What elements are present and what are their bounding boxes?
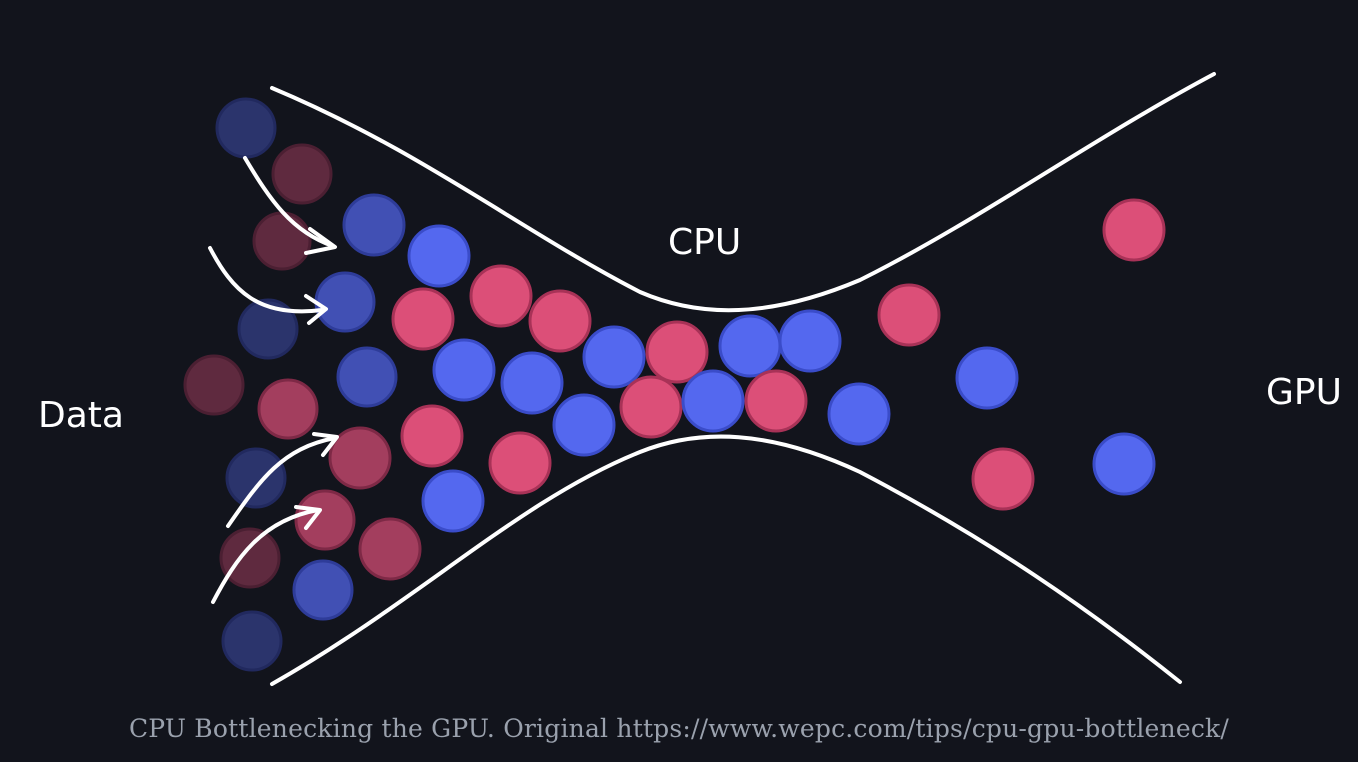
data-particle-blue xyxy=(718,314,782,378)
data-label: Data xyxy=(38,395,124,436)
data-particle-pink xyxy=(391,287,455,351)
data-particle-blue xyxy=(1092,432,1156,496)
flow-arrows xyxy=(208,156,339,604)
data-particle-pink xyxy=(328,426,392,490)
data-particle-pink xyxy=(488,431,552,495)
entering-particles xyxy=(257,193,422,621)
funnel-top-curve xyxy=(270,72,1216,313)
data-particle-blue xyxy=(215,97,277,159)
data-particle-blue xyxy=(432,338,496,402)
cpu-label: CPU xyxy=(668,222,741,263)
data-particle-blue xyxy=(292,559,354,621)
data-particle-pink xyxy=(252,211,312,271)
data-particle-pink xyxy=(294,489,356,551)
arrow-icon xyxy=(226,432,339,528)
data-particle-blue xyxy=(827,382,891,446)
data-particle-pink xyxy=(183,354,245,416)
data-particle-pink xyxy=(877,283,941,347)
incoming-particles xyxy=(183,97,333,672)
funnel-particles xyxy=(391,224,891,533)
data-particle-pink xyxy=(645,320,709,384)
data-particle-blue xyxy=(314,271,376,333)
data-particle-blue xyxy=(778,309,842,373)
arrow-icon xyxy=(211,505,322,604)
arrow-icon xyxy=(243,156,337,255)
figure-caption: CPU Bottlenecking the GPU. Original http… xyxy=(128,714,1230,743)
data-particle-pink xyxy=(271,143,333,205)
arrow-icon xyxy=(208,246,328,325)
data-particle-pink xyxy=(219,527,281,589)
data-particle-blue xyxy=(237,298,299,360)
data-particle-blue xyxy=(582,325,646,389)
data-particle-pink xyxy=(528,289,592,353)
data-particle-blue xyxy=(500,351,564,415)
data-particle-pink xyxy=(744,369,808,433)
data-particle-pink xyxy=(469,264,533,328)
data-particle-blue xyxy=(955,346,1019,410)
data-particle-blue xyxy=(421,469,485,533)
data-particle-pink xyxy=(971,447,1035,511)
data-particle-blue xyxy=(225,447,287,509)
gpu-label: GPU xyxy=(1266,372,1342,413)
data-particle-blue xyxy=(336,346,398,408)
gpu-bound-particles xyxy=(877,198,1166,511)
data-particle-blue xyxy=(221,610,283,672)
data-particle-blue xyxy=(552,393,616,457)
data-particle-pink xyxy=(400,404,464,468)
data-particle-pink xyxy=(619,375,683,439)
data-particle-blue xyxy=(342,193,406,257)
data-particle-pink xyxy=(1102,198,1166,262)
bottleneck-diagram: Data CPU GPU xyxy=(38,72,1342,686)
data-particle-blue xyxy=(407,224,471,288)
data-particle-pink xyxy=(358,517,422,581)
data-particle-blue xyxy=(681,369,745,433)
data-particle-pink xyxy=(257,378,319,440)
funnel-bottom-curve xyxy=(270,434,1182,686)
